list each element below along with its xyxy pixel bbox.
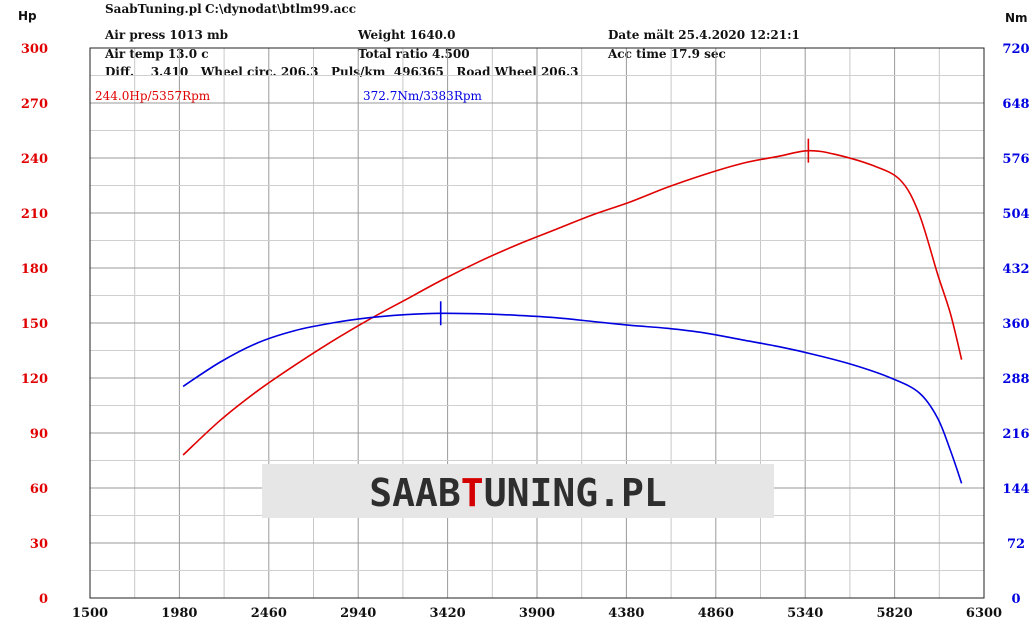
right-tick-label: 432 [1002, 262, 1029, 277]
logo-text: SAABTUNING.PL [369, 471, 666, 515]
right-tick-label: 360 [1002, 317, 1029, 332]
file-path: C:\dynodat\btlm99.acc [205, 2, 356, 16]
air-press: Air press 1013 mb [104, 28, 228, 42]
left-tick-label: 90 [30, 427, 48, 442]
peak-nm-label: 372.7Nm/3383Rpm [363, 89, 483, 103]
left-tick-label: 180 [21, 262, 48, 277]
left-tick-label: 240 [21, 152, 48, 167]
x-tick-label: 4380 [608, 606, 644, 621]
weight: Weight 1640.0 [357, 28, 455, 42]
x-tick-label: 2460 [251, 606, 287, 621]
plot-frame [89, 47, 985, 599]
app-title: SaabTuning.pl [105, 2, 202, 16]
right-tick-label: 0 [1011, 592, 1020, 607]
x-tick-label: 5820 [877, 606, 913, 621]
right-tick-label: 576 [1002, 152, 1029, 167]
right-axis-ticks: 0 72 144 216 288 360 432 504 576 648 720 [1002, 42, 1029, 607]
left-tick-label: 300 [21, 42, 48, 57]
right-tick-label: 288 [1002, 372, 1029, 387]
right-axis-unit: Nm [1005, 11, 1028, 25]
x-tick-label: 2940 [340, 606, 376, 621]
saabtuning-logo: SAABTUNING.PL [262, 464, 774, 518]
x-tick-label: 6300 [966, 606, 1002, 621]
series-line-nm [182, 312, 963, 484]
left-tick-label: 0 [39, 592, 48, 607]
right-tick-label: 648 [1002, 97, 1029, 112]
left-tick-label: 120 [21, 372, 48, 387]
left-tick-label: 270 [21, 97, 48, 112]
left-axis-unit: Hp [18, 9, 37, 23]
left-tick-label: 30 [30, 537, 48, 552]
x-axis-ticks: 1500 1980 2460 2940 3420 3900 4380 4860 5340 5820… [72, 606, 1002, 621]
peak-hp-label: 244.0Hp/5357Rpm [95, 89, 211, 103]
x-tick-label: 3420 [430, 606, 466, 621]
left-tick-label: 60 [30, 482, 48, 497]
series-layer [182, 138, 963, 484]
x-tick-label: 3900 [519, 606, 555, 621]
header-info: SaabTuning.pl C:\dynodat\btlm99.acc Air … [104, 2, 800, 79]
right-tick-label: 720 [1002, 42, 1029, 57]
x-tick-label: 5340 [787, 606, 823, 621]
right-tick-label: 216 [1002, 427, 1029, 442]
series-line-hp [182, 149, 963, 456]
left-tick-label: 150 [21, 317, 48, 332]
diff-info: Diff. 3.410 Wheel circ. 206.3 Puls/km 49… [105, 65, 579, 79]
air-temp: Air temp 13.0 c [104, 47, 209, 61]
right-tick-label: 144 [1002, 482, 1029, 497]
date-measured: Date mält 25.4.2020 12:21:1 [608, 28, 800, 42]
logo-background [262, 464, 774, 518]
x-tick-label: 1500 [72, 606, 108, 621]
acc-time: Acc time 17.9 sec [607, 47, 726, 61]
x-tick-label: 4860 [698, 606, 734, 621]
left-axis-ticks: 0 30 60 90 120 150 180 210 240 270 300 [21, 42, 48, 607]
total-ratio: Total ratio 4.500 [358, 47, 470, 61]
left-tick-label: 210 [21, 207, 48, 222]
right-tick-label: 504 [1002, 207, 1029, 222]
x-tick-label: 1980 [161, 606, 197, 621]
right-tick-label: 72 [1007, 537, 1025, 552]
